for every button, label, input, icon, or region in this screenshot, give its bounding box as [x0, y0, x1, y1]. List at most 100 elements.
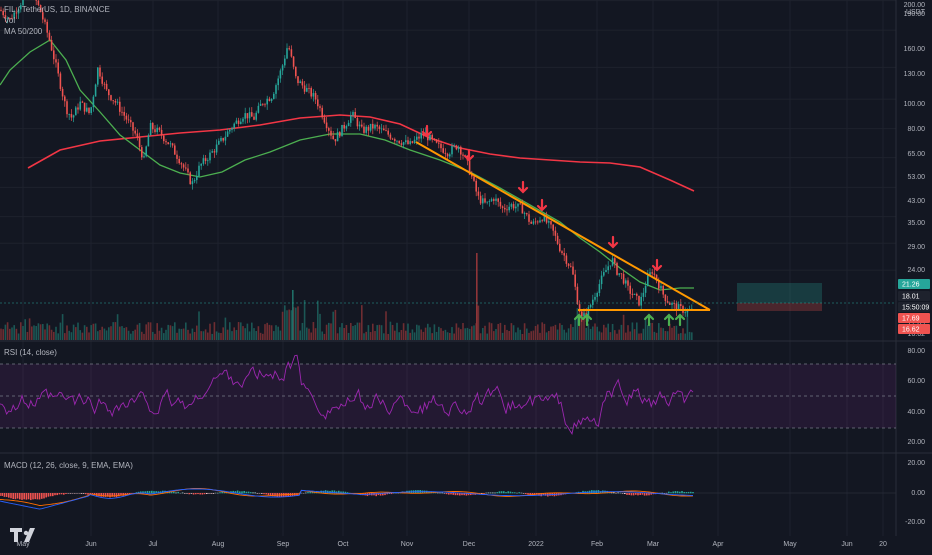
volume-bar-down — [126, 327, 128, 340]
volume-bar-down — [500, 323, 502, 340]
rsi-legend: RSI (14, close) — [4, 347, 57, 358]
candle-up — [603, 272, 605, 275]
volume-bar-up — [163, 333, 165, 340]
volume-bar-up — [22, 326, 24, 340]
volume-bar-down — [548, 331, 550, 340]
candle-down — [321, 108, 323, 118]
price-axis-tick: 80.00 — [907, 126, 925, 133]
macd-hist-up — [690, 492, 692, 494]
volume-bar-up — [438, 327, 440, 340]
volume-bar-up — [284, 305, 286, 340]
macd-hist-up — [494, 493, 496, 494]
candle-down — [304, 85, 306, 91]
volume-bar-up — [398, 332, 400, 340]
volume-bar-up — [218, 333, 220, 340]
candle-down — [126, 116, 128, 120]
volume-bar-down — [671, 328, 673, 340]
volume-bar-up — [680, 333, 682, 340]
price-axis-tick: 200.00 — [904, 2, 926, 9]
macd-hist-down — [6, 493, 8, 497]
candle-up — [275, 85, 277, 94]
candle-down — [363, 127, 365, 133]
price-axis-tick: 53.00 — [907, 174, 925, 181]
volume-bar-down — [511, 323, 513, 340]
candle-down — [574, 274, 576, 286]
candle-down — [537, 222, 539, 223]
macd-hist-down — [1, 493, 3, 496]
candle-up — [194, 180, 196, 181]
volume-bar-down — [425, 328, 427, 340]
candle-up — [255, 113, 257, 120]
candle-up — [79, 102, 81, 110]
candle-down — [662, 286, 664, 295]
candle-down — [581, 312, 583, 317]
candle-down — [328, 128, 330, 131]
volume-bar-up — [95, 323, 97, 340]
candle-down — [513, 204, 515, 208]
tradingview-logo-icon[interactable] — [10, 528, 40, 542]
macd-hist-up — [688, 492, 690, 493]
volume-bar-down — [480, 333, 482, 340]
macd-hist-up — [521, 493, 523, 494]
volume-bar-down — [242, 326, 244, 340]
macd-hist-up — [243, 491, 245, 493]
volume-bar-down — [403, 323, 405, 340]
volume-bar-up — [225, 318, 227, 340]
macd-hist-down — [195, 493, 197, 494]
macd-hist-up — [485, 493, 487, 494]
volume-bar-up — [667, 331, 669, 340]
symbol-label[interactable]: FIL / TetherUS, 1D, BINANCE — [4, 4, 110, 15]
time-axis-tick: Oct — [338, 541, 349, 548]
macd-hist-up — [518, 492, 520, 493]
time-axis-tick: Feb — [591, 541, 603, 548]
macd-label[interactable]: MACD (12, 26, close, 9, EMA, EMA) — [4, 460, 133, 471]
candle-down — [383, 129, 385, 131]
volume-bar-down — [550, 327, 552, 340]
macd-hist-up — [182, 493, 184, 494]
volume-bar-down — [570, 324, 572, 340]
volume-bar-up — [568, 328, 570, 340]
candle-down — [376, 125, 378, 127]
volume-bar-up — [60, 323, 62, 340]
candle-up — [244, 113, 246, 119]
volume-bar-down — [379, 325, 381, 340]
candle-down — [654, 274, 656, 275]
candle-up — [277, 78, 279, 85]
volume-bar-down — [489, 322, 491, 340]
candle-up — [486, 202, 488, 203]
vol-label[interactable]: Vol — [4, 15, 110, 26]
volume-bar-down — [115, 322, 117, 340]
candle-down — [112, 100, 114, 101]
macd-hist-down — [54, 493, 56, 495]
time-axis-tick: 2022 — [528, 541, 544, 548]
candle-up — [286, 48, 288, 58]
candle-up — [420, 133, 422, 138]
candle-down — [121, 112, 123, 113]
macd-hist-up — [675, 491, 677, 493]
volume-bar-up — [396, 323, 398, 340]
volume-bar-down — [504, 325, 506, 340]
volume-bar-down — [374, 331, 376, 340]
candle-down — [99, 68, 101, 77]
volume-bar-up — [255, 331, 257, 340]
volume-bar-up — [607, 324, 609, 340]
macd-hist-down — [85, 493, 87, 494]
ma-label[interactable]: MA 50/200 — [4, 26, 110, 37]
candle-up — [596, 293, 598, 297]
price-axis-tick: 35.00 — [907, 220, 925, 227]
volume-bar-down — [220, 333, 222, 340]
price-label-text: 17.69 — [902, 316, 920, 323]
position-loss-zone — [737, 303, 822, 311]
candle-down — [623, 274, 625, 284]
candle-up — [524, 213, 526, 214]
rsi-label[interactable]: RSI (14, close) — [4, 347, 57, 358]
candle-down — [475, 181, 477, 192]
macd-hist-down — [30, 493, 32, 500]
volume-bar-up — [357, 323, 359, 340]
volume-bar-up — [152, 332, 154, 340]
candle-down — [561, 251, 563, 253]
volume-bar-down — [537, 324, 539, 340]
volume-bar-down — [458, 328, 460, 340]
